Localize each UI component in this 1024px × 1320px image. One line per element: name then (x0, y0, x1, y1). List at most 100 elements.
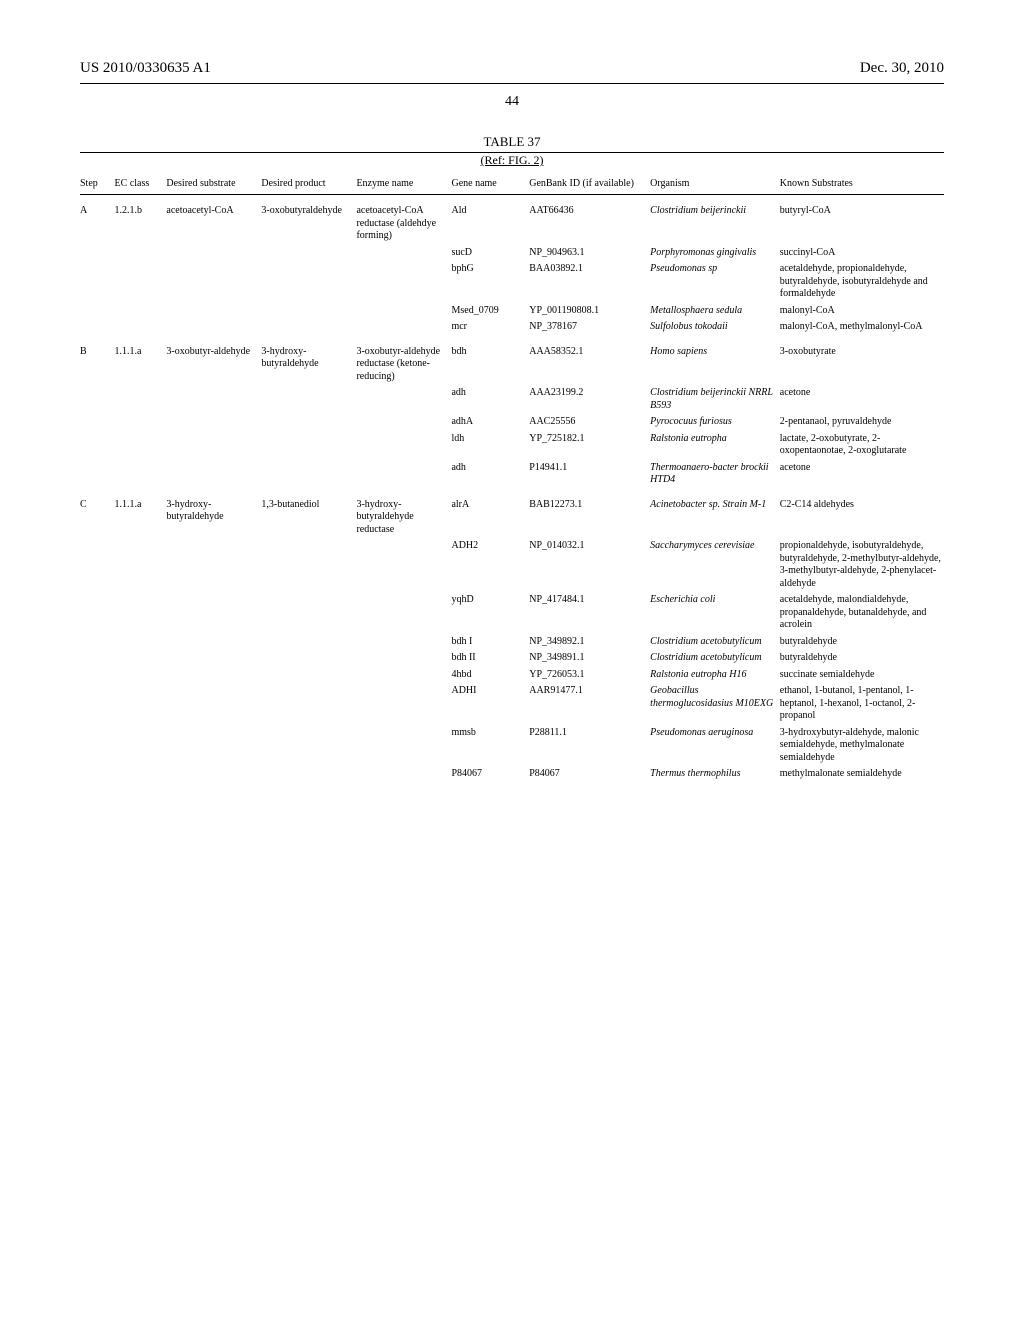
cell-step (80, 538, 115, 592)
cell-enz (356, 303, 451, 320)
cell-sub (166, 725, 261, 767)
cell-gene: Ald (451, 195, 529, 245)
cell-enz (356, 385, 451, 414)
col-ec: EC class (115, 174, 167, 195)
page-number: 44 (80, 94, 944, 110)
cell-prod (261, 592, 356, 634)
cell-prod (261, 460, 356, 489)
cell-gene: bdh I (451, 634, 529, 651)
table-row: bphGBAA03892.1Pseudomonas spacetaldehyde… (80, 261, 944, 303)
cell-ec: 1.1.1.a (115, 489, 167, 539)
col-sub: Desired substrate (166, 174, 261, 195)
cell-prod (261, 634, 356, 651)
cell-gb: BAB12273.1 (529, 489, 650, 539)
cell-ks: ethanol, 1-butanol, 1-pentanol, 1-heptan… (780, 683, 944, 725)
cell-org: Clostridium beijerinckii NRRL B593 (650, 385, 780, 414)
cell-org: Pseudomonas sp (650, 261, 780, 303)
table-row: B1.1.1.a3-oxobutyr-aldehyde3-hydroxy-but… (80, 336, 944, 386)
table-row: ldhYP_725182.1Ralstonia eutrophalactate,… (80, 431, 944, 460)
cell-enz: 3-hydroxy-butyraldehyde reductase (356, 489, 451, 539)
cell-org: Clostridium beijerinckii (650, 195, 780, 245)
cell-sub (166, 592, 261, 634)
cell-gene: bdh II (451, 650, 529, 667)
cell-ks: butyraldehyde (780, 650, 944, 667)
cell-org: Homo sapiens (650, 336, 780, 386)
cell-org: Porphyromonas gingivalis (650, 245, 780, 262)
table-row: sucDNP_904963.1Porphyromonas gingivaliss… (80, 245, 944, 262)
cell-prod (261, 650, 356, 667)
cell-org: Metallosphaera sedula (650, 303, 780, 320)
cell-ec (115, 683, 167, 725)
cell-gene: mmsb (451, 725, 529, 767)
cell-ec (115, 414, 167, 431)
cell-gene: yqhD (451, 592, 529, 634)
header-rule (80, 83, 944, 84)
cell-gene: Msed_0709 (451, 303, 529, 320)
cell-gene: P84067 (451, 766, 529, 783)
cell-step (80, 592, 115, 634)
cell-ks: acetone (780, 460, 944, 489)
cell-gb: YP_001190808.1 (529, 303, 650, 320)
cell-sub (166, 634, 261, 651)
cell-sub (166, 683, 261, 725)
cell-ec (115, 592, 167, 634)
cell-gene: ADHI (451, 683, 529, 725)
cell-sub: 3-hydroxy-butyraldehyde (166, 489, 261, 539)
cell-ec (115, 245, 167, 262)
cell-enz (356, 261, 451, 303)
col-enz: Enzyme name (356, 174, 451, 195)
cell-prod: 3-hydroxy-butyraldehyde (261, 336, 356, 386)
cell-ec (115, 538, 167, 592)
col-ks: Known Substrates (780, 174, 944, 195)
cell-step (80, 414, 115, 431)
cell-gene: bdh (451, 336, 529, 386)
cell-sub (166, 766, 261, 783)
table-row: A1.2.1.bacetoacetyl-CoA3-oxobutyraldehyd… (80, 195, 944, 245)
cell-gb: YP_725182.1 (529, 431, 650, 460)
cell-prod (261, 385, 356, 414)
cell-gb: NP_014032.1 (529, 538, 650, 592)
table-row: adhAAAC25556Pyrococuus furiosus2-pentana… (80, 414, 944, 431)
cell-prod (261, 261, 356, 303)
cell-org: Pseudomonas aeruginosa (650, 725, 780, 767)
cell-gb: AAR91477.1 (529, 683, 650, 725)
cell-gene: adh (451, 385, 529, 414)
col-step: Step (80, 174, 115, 195)
cell-enz (356, 634, 451, 651)
cell-org: Sulfolobus tokodaii (650, 319, 780, 336)
cell-prod (261, 303, 356, 320)
cell-org: Acinetobacter sp. Strain M-1 (650, 489, 780, 539)
cell-ec (115, 725, 167, 767)
cell-gene: ldh (451, 431, 529, 460)
cell-org: Escherichia coli (650, 592, 780, 634)
cell-enz (356, 650, 451, 667)
cell-ec (115, 460, 167, 489)
cell-ks: succinyl-CoA (780, 245, 944, 262)
cell-sub (166, 538, 261, 592)
cell-prod (261, 683, 356, 725)
cell-sub (166, 245, 261, 262)
cell-prod: 1,3-butanediol (261, 489, 356, 539)
table-row: ADH2NP_014032.1Saccharymyces cerevisiaep… (80, 538, 944, 592)
cell-step: B (80, 336, 115, 386)
cell-sub (166, 650, 261, 667)
cell-sub (166, 667, 261, 684)
cell-gb: AAA23199.2 (529, 385, 650, 414)
table-row: yqhDNP_417484.1Escherichia coliacetaldeh… (80, 592, 944, 634)
col-org: Organism (650, 174, 780, 195)
cell-step (80, 725, 115, 767)
cell-gb: NP_349891.1 (529, 650, 650, 667)
cell-sub: 3-oxobutyr-aldehyde (166, 336, 261, 386)
cell-ec (115, 261, 167, 303)
cell-prod (261, 667, 356, 684)
cell-enz (356, 431, 451, 460)
table-row: bdh IINP_349891.1Clostridium acetobutyli… (80, 650, 944, 667)
cell-enz (356, 667, 451, 684)
cell-ks: lactate, 2-oxobutyrate, 2-oxopentaonotae… (780, 431, 944, 460)
cell-step (80, 431, 115, 460)
cell-enz: 3-oxobutyr-aldehyde reductase (ketone-re… (356, 336, 451, 386)
cell-prod (261, 245, 356, 262)
cell-org: Saccharymyces cerevisiae (650, 538, 780, 592)
cell-ks: 2-pentanaol, pyruvaldehyde (780, 414, 944, 431)
cell-org: Clostridium acetobutylicum (650, 650, 780, 667)
